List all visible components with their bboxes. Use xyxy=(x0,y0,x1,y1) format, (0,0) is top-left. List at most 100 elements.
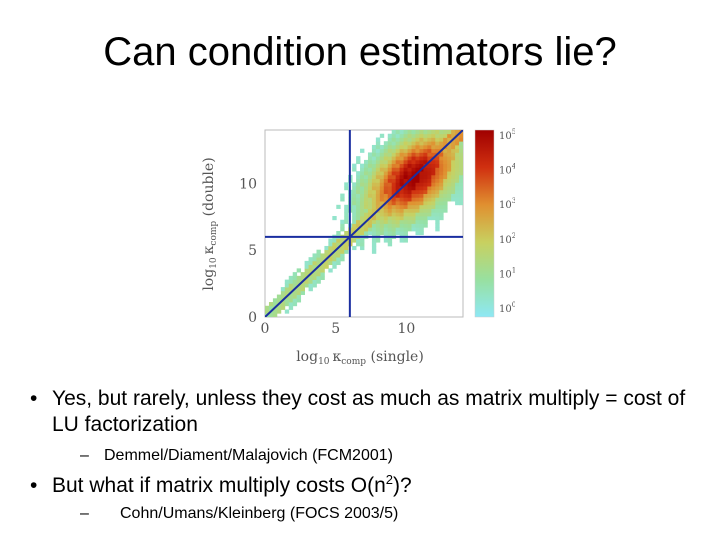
density-cell xyxy=(268,302,274,307)
density-cell xyxy=(360,201,365,206)
density-cell xyxy=(292,275,298,280)
density-cell xyxy=(379,189,385,194)
density-cell xyxy=(419,219,424,224)
density-cell xyxy=(419,178,424,183)
density-cell xyxy=(391,167,397,172)
density-cell xyxy=(427,197,432,202)
density-cell xyxy=(427,163,432,168)
density-cell xyxy=(415,189,420,194)
density-cell xyxy=(364,212,369,217)
colorbar-tick-label: 104 xyxy=(499,163,515,177)
density-cell xyxy=(367,189,373,194)
density-cell xyxy=(367,182,373,187)
density-cell xyxy=(427,216,432,221)
density-cell xyxy=(375,167,381,172)
density-cell xyxy=(383,148,389,153)
density-cell xyxy=(272,309,278,314)
density-cell xyxy=(383,171,389,176)
density-cell xyxy=(419,137,424,142)
density-cell xyxy=(371,238,377,243)
density-cell xyxy=(375,186,381,191)
density-cell xyxy=(459,137,463,142)
density-cell xyxy=(352,163,357,168)
density-cell xyxy=(379,171,385,176)
density-cell xyxy=(375,212,381,217)
density-cell xyxy=(431,159,436,165)
density-cell xyxy=(360,230,365,236)
density-cell xyxy=(288,279,294,284)
density-cell xyxy=(296,287,302,292)
density-cell xyxy=(423,208,428,213)
density-cell xyxy=(356,159,361,165)
density-cell xyxy=(352,219,357,224)
density-cell xyxy=(375,171,381,176)
density-cell xyxy=(399,159,404,165)
density-cell xyxy=(451,186,456,191)
density-cell xyxy=(427,148,432,153)
density-cell xyxy=(435,216,440,221)
density-cell xyxy=(427,156,432,161)
density-cell xyxy=(360,186,365,191)
density-cell xyxy=(447,156,452,161)
density-cell xyxy=(383,193,389,198)
density-cell xyxy=(364,227,369,232)
density-cell xyxy=(387,182,393,187)
density-cell xyxy=(344,204,349,209)
density-cell xyxy=(316,272,321,277)
density-cell xyxy=(344,182,349,187)
density-cell xyxy=(431,133,436,138)
colorbar xyxy=(474,129,495,318)
density-cell xyxy=(455,174,460,180)
density-cell xyxy=(399,163,404,168)
density-cell xyxy=(443,201,448,206)
density-cell xyxy=(391,141,397,146)
density-cell xyxy=(387,189,393,194)
density-cell xyxy=(332,245,337,251)
density-cell xyxy=(403,212,408,217)
density-cell xyxy=(411,204,416,209)
density-cell xyxy=(288,294,294,299)
density-cell xyxy=(383,167,389,172)
density-cell xyxy=(435,212,440,217)
density-cell xyxy=(419,223,424,228)
density-cell xyxy=(395,144,401,150)
density-cell xyxy=(391,152,397,157)
density-cell xyxy=(439,144,444,150)
density-cell xyxy=(395,141,401,146)
density-cell xyxy=(451,159,456,165)
density-cell xyxy=(451,156,456,161)
density-cell xyxy=(379,230,385,236)
density-cell xyxy=(395,167,401,172)
density-cell xyxy=(415,133,420,138)
density-cell xyxy=(356,219,361,224)
density-cell xyxy=(411,193,416,198)
density-cell xyxy=(447,133,452,138)
density-cell xyxy=(375,137,381,142)
density-cell xyxy=(371,242,377,247)
density-cell xyxy=(407,152,412,157)
density-cell xyxy=(403,178,408,183)
density-cell xyxy=(419,156,424,161)
density-cell xyxy=(399,141,404,146)
density-cell xyxy=(360,178,365,183)
density-cell xyxy=(427,204,432,209)
density-cell xyxy=(419,159,424,165)
density-cell xyxy=(391,182,397,187)
density-cell xyxy=(439,171,444,176)
density-cell xyxy=(356,174,361,180)
density-cell xyxy=(304,264,309,269)
density-cell xyxy=(276,294,282,299)
density-cell xyxy=(443,197,448,202)
density-cell xyxy=(459,167,463,172)
density-cell xyxy=(284,287,290,292)
density-cell xyxy=(312,264,317,269)
density-cell xyxy=(439,137,444,142)
density-cell xyxy=(415,193,420,198)
density-cell xyxy=(451,178,456,183)
density-cell xyxy=(403,144,408,150)
density-cell xyxy=(419,133,424,138)
density-cell xyxy=(399,156,404,161)
density-cell xyxy=(371,171,377,176)
density-cell xyxy=(451,182,456,187)
density-cell xyxy=(371,216,377,221)
